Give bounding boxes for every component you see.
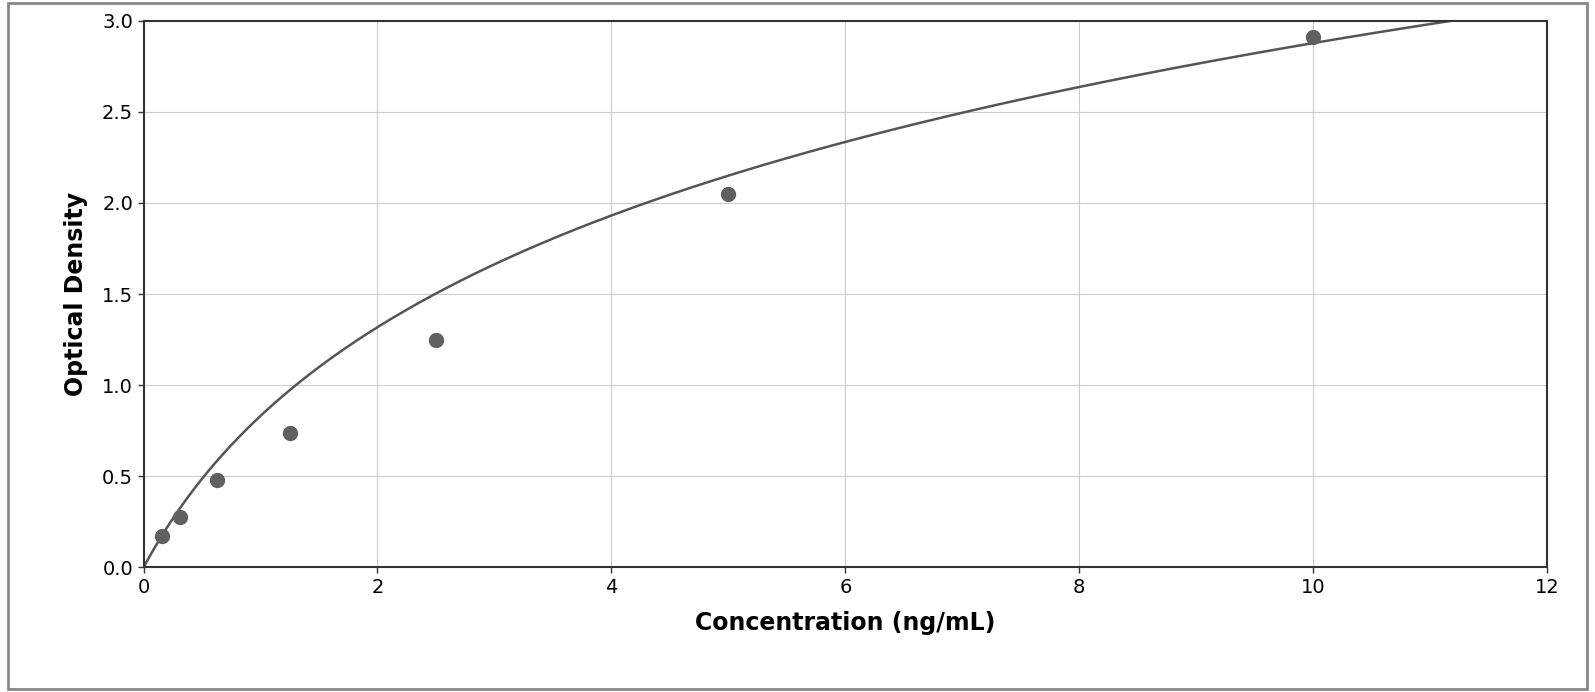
Point [278, 427, 303, 438]
Point [204, 475, 230, 486]
Y-axis label: Optical Density: Optical Density [64, 192, 88, 396]
X-axis label: Concentration (ng/mL): Concentration (ng/mL) [695, 611, 995, 635]
Point [148, 530, 174, 541]
Point [1300, 32, 1325, 43]
Point [423, 334, 448, 345]
Point [167, 512, 193, 523]
Point [716, 188, 742, 199]
